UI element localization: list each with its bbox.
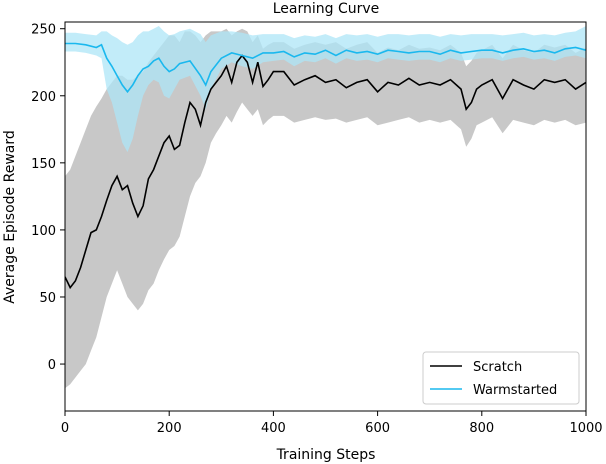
y-tick-label: 150: [31, 157, 56, 172]
y-tick-label: 200: [31, 90, 56, 105]
warmstarted-variance-band: [65, 26, 586, 153]
plot-area: [65, 26, 586, 389]
x-tick-label: 400: [261, 421, 286, 436]
y-tick-label: 50: [39, 291, 56, 306]
y-tick-label: 100: [31, 224, 56, 239]
x-tick-label: 0: [61, 421, 69, 436]
legend-label-scratch: Scratch: [473, 360, 522, 375]
plot-frame: [64, 21, 587, 412]
y-axis-title: Average Episode Reward: [2, 130, 18, 304]
scratch-mean-line: [65, 54, 586, 290]
legend-label-warmstarted: Warmstarted: [473, 383, 557, 398]
x-tick-label: 1000: [569, 421, 602, 436]
legend-box: [422, 351, 580, 405]
y-tick-label: 0: [48, 358, 56, 373]
scratch-variance-band: [65, 28, 586, 389]
y-axis: 0 50 100 150 200 250: [31, 23, 65, 373]
x-tick-label: 800: [469, 421, 494, 436]
warmstarted-mean-line: [65, 42, 586, 94]
y-tick-label: 250: [31, 23, 56, 38]
x-axis: 0 200 400 600 800 1000: [61, 411, 603, 436]
legend: Scratch Warmstarted: [422, 351, 580, 405]
x-tick-label: 600: [365, 421, 390, 436]
x-axis-title: Training Steps: [276, 447, 376, 463]
x-tick-label: 200: [157, 421, 182, 436]
chart-title: Learning Curve: [273, 1, 380, 17]
